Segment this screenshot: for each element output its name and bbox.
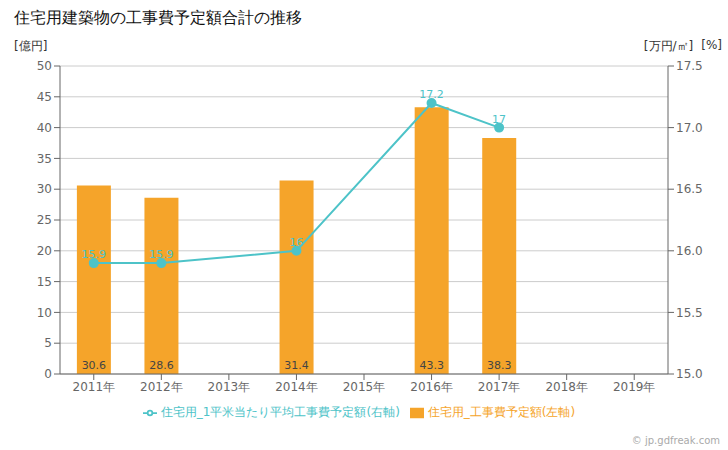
svg-text:30: 30 <box>37 182 52 196</box>
svg-text:40: 40 <box>37 121 52 135</box>
svg-text:45: 45 <box>37 90 52 104</box>
svg-text:17: 17 <box>492 113 506 126</box>
svg-text:2013年: 2013年 <box>208 380 251 394</box>
svg-text:0: 0 <box>44 367 52 381</box>
svg-text:28.6: 28.6 <box>149 359 174 372</box>
svg-text:10: 10 <box>37 306 52 320</box>
svg-text:30.6: 30.6 <box>82 359 107 372</box>
html-text:© jp.gdfreak.com: © jp.gdfreak.com <box>631 435 720 446</box>
html-text:[億円]: [億円] <box>14 39 48 53</box>
svg-text:5: 5 <box>44 336 52 350</box>
html-text:住宅用_1平米当たり平均工事費予定額(右軸): 住宅用_1平米当たり平均工事費予定額(右軸) <box>160 405 400 419</box>
svg-text:15.9: 15.9 <box>149 248 174 261</box>
svg-text:17.2: 17.2 <box>419 88 444 101</box>
svg-text:20: 20 <box>37 244 52 258</box>
svg-text:43.3: 43.3 <box>419 359 444 372</box>
svg-text:15.5: 15.5 <box>676 306 703 320</box>
svg-text:16.0: 16.0 <box>676 244 703 258</box>
svg-text:25: 25 <box>37 213 52 227</box>
svg-text:15.9: 15.9 <box>82 248 107 261</box>
svg-text:2012年: 2012年 <box>140 380 183 394</box>
svg-text:15.0: 15.0 <box>676 367 703 381</box>
svg-text:50: 50 <box>37 59 52 73</box>
svg-text:2016年: 2016年 <box>410 380 453 394</box>
svg-text:2014年: 2014年 <box>275 380 318 394</box>
svg-text:15: 15 <box>37 275 52 289</box>
svg-text:2018年: 2018年 <box>545 380 588 394</box>
svg-text:16: 16 <box>289 236 303 249</box>
svg-text:17.5: 17.5 <box>676 59 703 73</box>
svg-text:31.4: 31.4 <box>284 359 309 372</box>
svg-text:38.3: 38.3 <box>487 359 512 372</box>
svg-text:16.5: 16.5 <box>676 182 703 196</box>
html-text:[万円/㎡]: [万円/㎡] <box>643 39 694 53</box>
html-text:住宅用建築物の工事費予定額合計の推移: 住宅用建築物の工事費予定額合計の推移 <box>14 8 302 27</box>
svg-text:17.0: 17.0 <box>676 121 703 135</box>
svg-text:2019年: 2019年 <box>613 380 656 394</box>
svg-text:35: 35 <box>37 152 52 166</box>
svg-text:2015年: 2015年 <box>343 380 386 394</box>
svg-text:2017年: 2017年 <box>478 380 521 394</box>
html-text:住宅用_工事費予定額(左軸): 住宅用_工事費予定額(左軸) <box>427 405 576 419</box>
svg-text:2011年: 2011年 <box>73 380 116 394</box>
